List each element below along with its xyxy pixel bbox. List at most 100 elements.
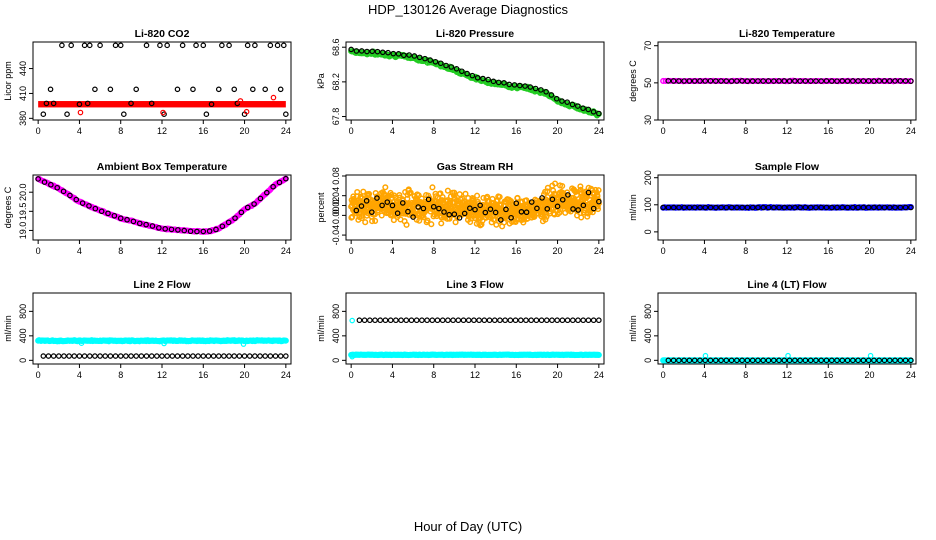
data-point <box>908 357 914 364</box>
data-point <box>480 75 486 82</box>
data-point <box>697 357 703 364</box>
data-point <box>596 317 602 324</box>
x-tick-label: 8 <box>743 126 748 136</box>
data-point <box>855 204 861 211</box>
panel-l3: Line 3 Flow ml/min 0 4 8 12 16 20 24 0 400 800 <box>316 279 605 380</box>
data-point <box>543 89 549 95</box>
data-point <box>252 42 258 49</box>
data-point <box>76 101 83 108</box>
data-point <box>807 78 814 84</box>
data-point <box>575 207 582 213</box>
data-point <box>159 353 165 359</box>
data-point <box>107 86 114 93</box>
data-point <box>179 42 186 49</box>
x-tick-label: 4 <box>702 246 707 256</box>
y-tick-label: 68.2 <box>331 73 341 91</box>
data-point <box>755 204 761 211</box>
data-point <box>424 217 431 224</box>
data-point <box>161 340 167 347</box>
data-point <box>522 83 528 89</box>
plot-area <box>348 46 602 119</box>
data-point <box>408 317 415 324</box>
data-point <box>739 204 746 211</box>
y-tick-label: 19.5 <box>18 203 28 221</box>
data-point <box>850 357 856 364</box>
data-point <box>349 213 356 220</box>
data-point <box>374 48 381 55</box>
figure-title: HDP_130126 Average Diagnostics <box>368 2 568 17</box>
data-point <box>707 204 714 211</box>
data-point <box>385 49 391 56</box>
x-tick-label: 4 <box>390 126 395 136</box>
data-point <box>902 204 909 211</box>
data-point <box>208 101 215 108</box>
data-point <box>765 204 772 211</box>
y-axis-label: ml/min <box>628 315 638 342</box>
data-point <box>595 187 602 194</box>
data-point <box>839 78 846 84</box>
data-point <box>881 78 888 84</box>
data-point <box>559 196 566 203</box>
data-point <box>828 357 835 364</box>
data-point <box>364 48 370 55</box>
x-tick-label: 20 <box>553 126 563 136</box>
data-point <box>283 111 289 117</box>
data-point <box>50 353 57 359</box>
data-point <box>702 78 709 84</box>
data-point <box>390 50 397 57</box>
data-point <box>432 58 439 65</box>
data-point <box>681 78 687 84</box>
x-tick-label: 8 <box>743 370 748 380</box>
data-point <box>523 209 530 216</box>
data-point <box>580 317 587 324</box>
data-point <box>557 206 564 213</box>
data-point <box>595 200 602 207</box>
data-point <box>68 42 74 49</box>
data-point <box>486 317 493 324</box>
data-point <box>263 189 270 196</box>
data-point <box>760 78 767 84</box>
data-point <box>523 197 530 204</box>
data-point <box>225 219 232 226</box>
data-point <box>434 317 441 324</box>
data-point <box>130 218 137 225</box>
data-point <box>765 357 772 364</box>
data-point <box>219 42 225 49</box>
y-tick-label: 800 <box>331 304 341 319</box>
data-point <box>415 192 422 199</box>
x-tick-label: 20 <box>240 246 250 256</box>
data-point <box>164 353 170 359</box>
y-axis-label: degrees C <box>3 186 13 228</box>
data-point <box>492 209 499 216</box>
data-point <box>205 353 212 359</box>
x-tick-label: 16 <box>511 246 521 256</box>
data-point <box>67 192 73 199</box>
data-point <box>511 82 518 88</box>
data-point <box>71 353 78 359</box>
data-point <box>257 195 264 202</box>
data-point <box>517 317 524 324</box>
x-tick-label: 8 <box>431 370 436 380</box>
y-tick-label: 400 <box>643 328 653 343</box>
data-point <box>438 220 445 227</box>
data-point <box>559 317 566 324</box>
data-point <box>559 98 565 104</box>
x-tick-label: 16 <box>823 126 833 136</box>
data-point <box>771 204 777 211</box>
x-tick-label: 12 <box>157 126 167 136</box>
y-axis-label: percent <box>316 192 326 223</box>
data-point <box>676 204 682 211</box>
y-tick-label: 400 <box>18 328 28 343</box>
panel-co2: Li-820 CO2 Licor ppm 0 4 8 12 16 20 24 380 410 440 <box>3 28 292 136</box>
data-point <box>358 48 365 54</box>
data-point <box>728 357 735 364</box>
data-point <box>382 184 389 191</box>
data-point <box>64 111 70 117</box>
data-point <box>349 317 355 324</box>
panel-title: Li-820 Temperature <box>739 28 835 40</box>
data-point <box>86 353 93 359</box>
data-point <box>897 357 904 364</box>
x-tick-label: 0 <box>661 370 666 380</box>
data-point <box>226 42 232 49</box>
